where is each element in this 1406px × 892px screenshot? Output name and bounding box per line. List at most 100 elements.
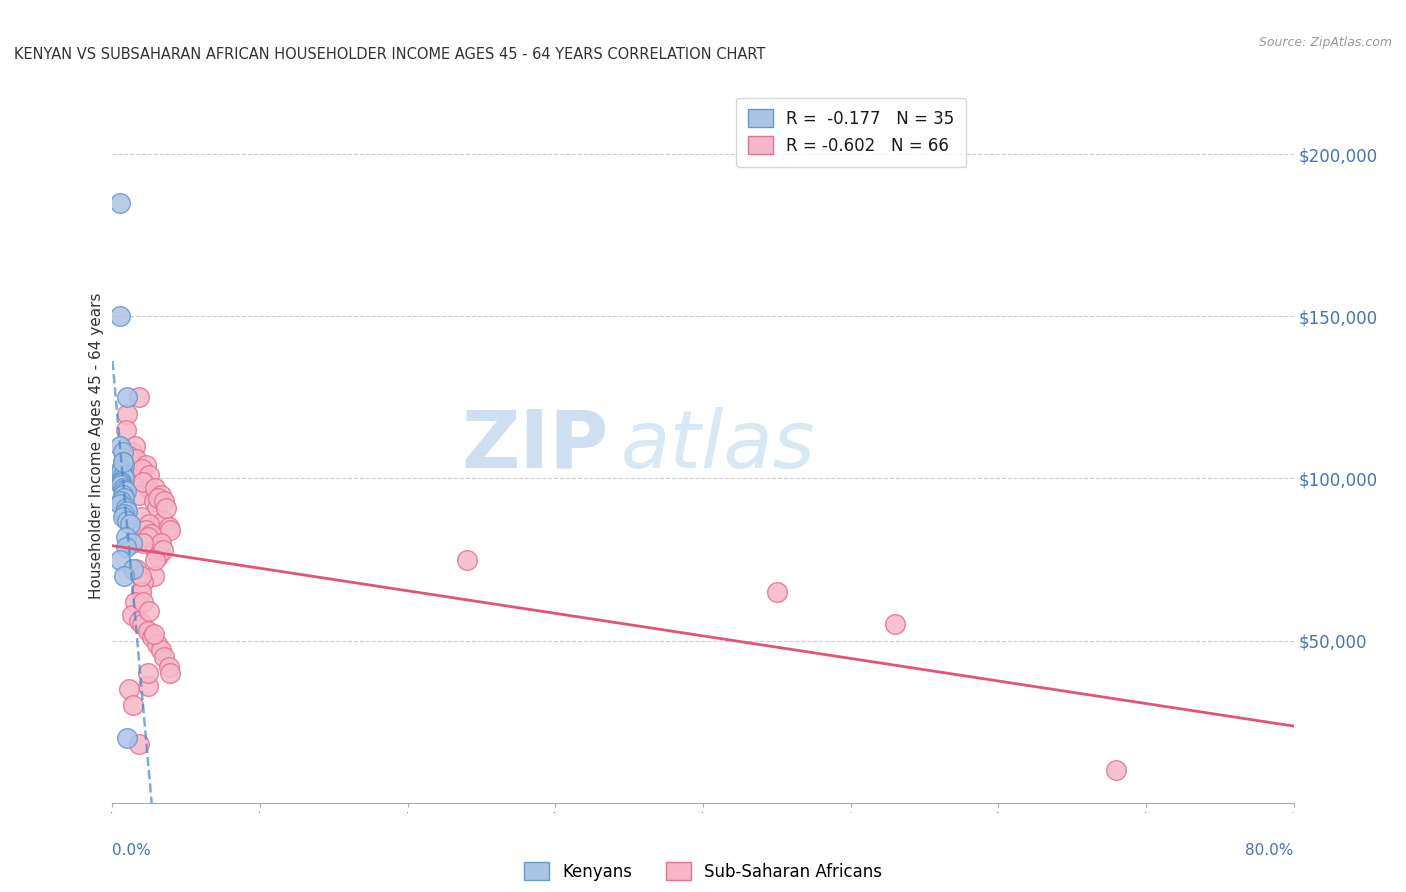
Point [111,481,134,495]
Point [159,666,181,681]
Point [150,643,173,657]
Point [152,514,174,528]
Point [122,698,145,713]
Point [124,595,146,609]
Point [128,738,150,752]
Point [122,562,145,576]
Point [131,461,153,475]
Point [114,484,136,499]
Point [143,552,166,566]
Point [121,445,143,459]
Point [136,666,159,681]
Point [153,494,176,508]
Text: KENYAN VS SUBSAHARAN AFRICAN HOUSEHOLDER INCOME AGES 45 - 64 YEARS CORRELATION C: KENYAN VS SUBSAHARAN AFRICAN HOUSEHOLDER… [14,47,765,62]
Legend: Kenyans, Sub-Saharan Africans: Kenyans, Sub-Saharan Africans [517,855,889,888]
Point [111,488,134,502]
Point [146,500,169,515]
Point [155,500,177,515]
Point [112,483,135,497]
Point [110,465,132,479]
Point [128,488,150,502]
Point [146,637,169,651]
Point [110,494,132,508]
Point [766,585,789,599]
Point [114,530,136,544]
Point [135,458,157,473]
Point [125,562,148,576]
Point [120,516,142,531]
Point [148,549,170,564]
Point [108,439,131,453]
Point [136,530,159,544]
Point [138,516,160,531]
Point [122,461,145,475]
Point [143,481,166,495]
Point [157,659,180,673]
Point [117,407,138,421]
Point [112,568,135,582]
Point [148,491,170,505]
Point [132,595,155,609]
Point [108,195,131,210]
Point [114,500,136,515]
Point [117,504,138,518]
Point [124,439,146,453]
Text: atlas: atlas [620,407,815,485]
Point [136,481,159,495]
Point [121,536,143,550]
Point [159,524,181,538]
Point [121,607,143,622]
Y-axis label: Householder Income Ages 45 - 64 years: Householder Income Ages 45 - 64 years [89,293,104,599]
Point [111,455,134,469]
Point [110,476,132,491]
Text: Source: ZipAtlas.com: Source: ZipAtlas.com [1258,36,1392,49]
Point [456,552,478,566]
Point [110,475,132,489]
Text: 80.0%: 80.0% [1246,843,1294,858]
Point [142,536,165,550]
Point [136,624,159,638]
Point [129,471,152,485]
Point [138,468,160,483]
Point [136,679,159,693]
Point [111,510,134,524]
Point [117,514,138,528]
Point [112,507,135,521]
Point [142,627,165,641]
Point [139,526,162,541]
Point [1105,764,1128,778]
Point [135,524,157,538]
Point [108,497,131,511]
Point [128,390,150,404]
Point [153,649,176,664]
Point [142,568,165,582]
Point [141,631,163,645]
Point [884,617,907,632]
Point [157,520,180,534]
Point [111,445,134,459]
Point [117,390,138,404]
Point [118,449,141,463]
Point [129,510,152,524]
Point [108,552,131,566]
Point [129,568,152,582]
Point [135,530,157,544]
Point [128,614,150,628]
Point [138,604,160,618]
Point [108,310,131,324]
Point [110,461,132,475]
Text: ZIP: ZIP [461,407,609,485]
Point [112,458,135,473]
Point [110,478,132,492]
Point [129,585,152,599]
Point [143,542,166,557]
Point [118,682,141,697]
Point [117,731,138,745]
Point [132,475,155,489]
Point [111,468,134,483]
Point [112,471,135,485]
Point [142,494,165,508]
Point [150,536,173,550]
Point [152,542,174,557]
Point [114,423,136,437]
